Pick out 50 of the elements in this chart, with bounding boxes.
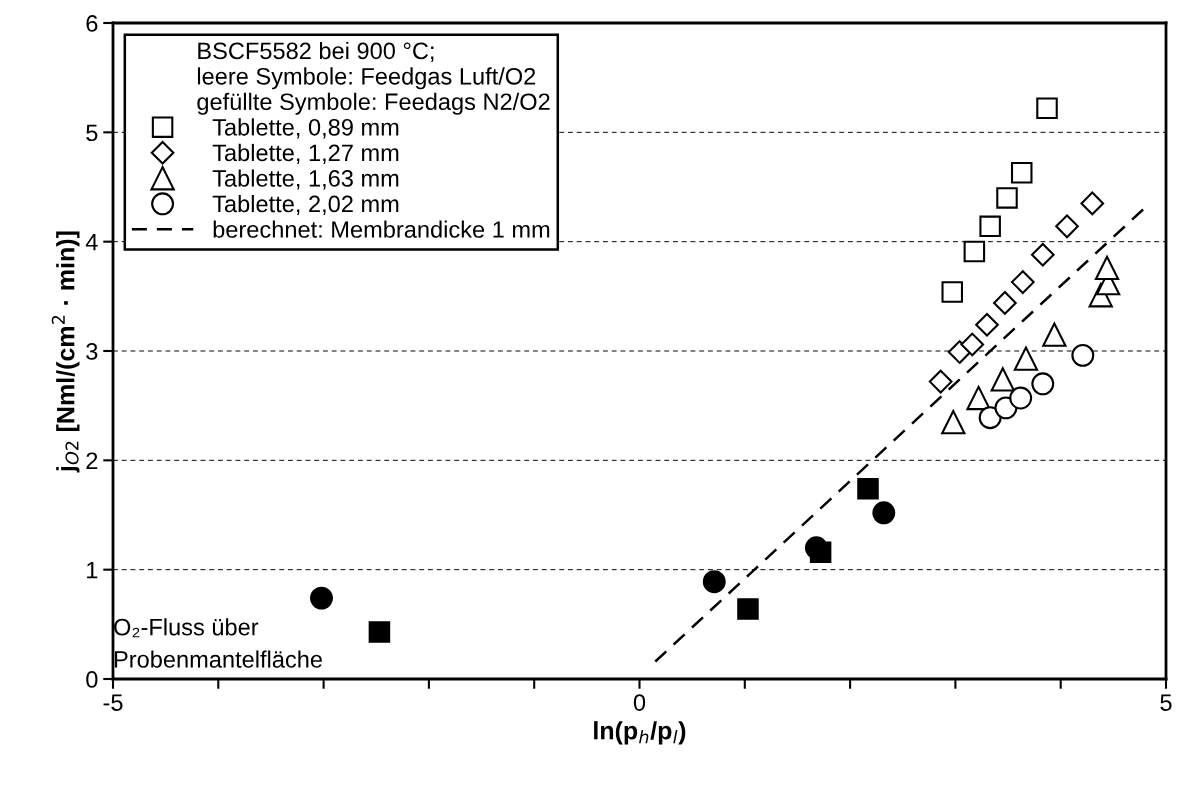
x-tick-label: -5 bbox=[103, 694, 123, 711]
point bbox=[1042, 322, 1067, 347]
x-tick-label: 5 bbox=[1160, 694, 1172, 711]
point bbox=[996, 187, 1018, 209]
point bbox=[702, 570, 726, 594]
legend-label: berechnet: Membrandicke 1 mm bbox=[213, 220, 550, 238]
y-tick-label: 4 bbox=[85, 233, 98, 251]
point bbox=[1013, 346, 1039, 371]
y-tick-label: 1 bbox=[87, 561, 98, 579]
legend-label: Tablette, 0,89 mm bbox=[212, 118, 399, 139]
y-tick-label: 6 bbox=[86, 15, 98, 32]
point bbox=[979, 215, 1001, 238]
point bbox=[310, 586, 333, 610]
point bbox=[1009, 386, 1033, 410]
point bbox=[966, 385, 991, 411]
point bbox=[737, 598, 759, 620]
legend-title: BSCF5582 bei 900 °C; leere Symbole: Feedgas Luft/O2 gefüllte Symbole: Feedags N2/O2 bbox=[197, 41, 550, 115]
point bbox=[872, 501, 896, 525]
point bbox=[928, 369, 953, 394]
legend-label: Tablette, 1,63 mm bbox=[212, 169, 399, 190]
point bbox=[804, 536, 828, 560]
point bbox=[975, 312, 999, 337]
point bbox=[941, 409, 966, 435]
point bbox=[993, 291, 1017, 315]
point bbox=[960, 332, 985, 357]
point bbox=[1010, 162, 1033, 184]
point bbox=[1094, 255, 1120, 281]
point bbox=[978, 406, 1002, 430]
point bbox=[857, 478, 879, 500]
point bbox=[1010, 270, 1035, 294]
point bbox=[1080, 191, 1105, 216]
y-tick-label: 0 bbox=[86, 671, 98, 688]
point bbox=[368, 621, 391, 643]
legend-label: Tablette, 2,02 mm bbox=[212, 194, 399, 216]
point bbox=[1031, 372, 1055, 396]
legend-label: Tablette, 1,27 mm bbox=[212, 143, 399, 164]
point bbox=[1071, 343, 1095, 367]
point bbox=[941, 281, 963, 303]
x-tick-label: 0 bbox=[633, 694, 646, 711]
y-tick-label: 3 bbox=[86, 343, 98, 360]
point bbox=[1036, 97, 1058, 120]
annotation: O₂-Fluss über Probenmantelfläche bbox=[114, 618, 322, 668]
x-axis-title: ln(p$_{h}$/p$_{l}$) bbox=[594, 721, 686, 745]
point bbox=[990, 367, 1015, 392]
point bbox=[1030, 242, 1055, 267]
y-tick-label: 2 bbox=[86, 452, 98, 469]
y-axis-title: j$_{O2}$ [Nml/(cm$^{2}$ · min)] bbox=[51, 231, 80, 473]
point bbox=[1055, 214, 1079, 239]
y-tick-label: 5 bbox=[86, 124, 98, 142]
point bbox=[963, 240, 986, 263]
